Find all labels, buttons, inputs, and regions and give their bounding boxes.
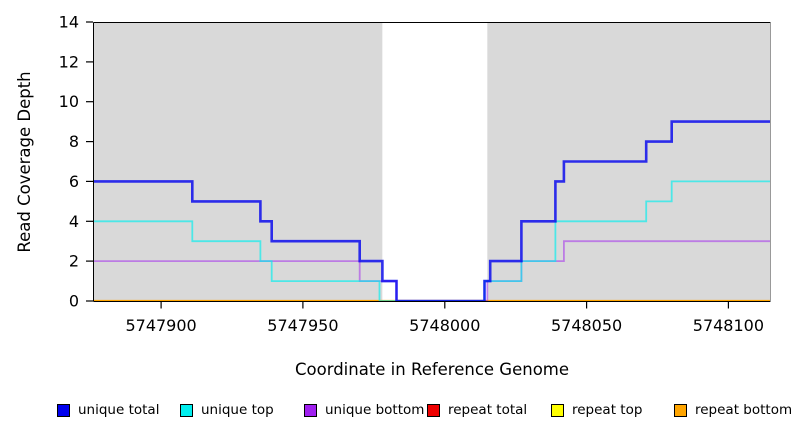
legend-swatch-repeat-top: [551, 403, 564, 417]
legend-swatch-unique-bottom: [304, 403, 317, 417]
plot-box: [93, 22, 771, 302]
highlight-band: [382, 22, 488, 301]
y-tick-label: 8: [69, 132, 79, 151]
x-tick-label: 5747950: [267, 316, 338, 335]
series-lines: [93, 120, 771, 301]
axis-tick-labels: 5747900 5747950 5748000 5748050 5748100 0 2 4 6 8…: [59, 13, 764, 336]
y-tick-label: 10: [59, 92, 79, 111]
legend-item-unique-bottom: unique bottom: [304, 400, 424, 420]
legend-label-repeat-total: repeat total: [448, 402, 528, 418]
legend-label-unique-top: unique top: [201, 402, 274, 418]
legend-item-unique-top: unique top: [180, 400, 274, 420]
x-tick-label: 5748050: [551, 316, 622, 335]
legend-item-unique-total: unique total: [57, 400, 159, 420]
legend-swatch-repeat-total: [427, 403, 440, 417]
legend-item-repeat-total: repeat total: [427, 400, 527, 420]
legend-swatch-unique-total: [57, 403, 70, 417]
y-tick-label: 12: [59, 52, 79, 71]
y-tick-label: 4: [69, 212, 79, 231]
series-line-unique-bottom: [93, 240, 771, 301]
x-tick-label: 5747900: [125, 316, 196, 335]
x-axis-title: Coordinate in Reference Genome: [295, 360, 569, 379]
y-tick-label: 2: [69, 252, 79, 271]
legend-label-repeat-top: repeat top: [572, 402, 643, 418]
legend-item-repeat-bottom: repeat bottom: [674, 400, 792, 420]
y-tick-label: 14: [59, 13, 79, 32]
axis-ticks: [86, 21, 730, 309]
x-tick-label: 5748000: [409, 316, 480, 335]
legend-label-unique-bottom: unique bottom: [325, 402, 425, 418]
y-tick-label: 0: [69, 292, 79, 311]
legend: unique total unique top unique bottom repea…: [57, 400, 792, 420]
legend-swatch-repeat-bottom: [674, 403, 687, 417]
legend-label-unique-total: unique total: [78, 402, 160, 418]
x-tick-label: 5748100: [693, 316, 764, 335]
legend-swatch-unique-top: [180, 403, 193, 417]
series-line-unique-total: [93, 120, 771, 301]
y-axis-title: Read Coverage Depth: [15, 71, 34, 252]
legend-label-repeat-bottom: repeat bottom: [695, 402, 792, 418]
legend-item-repeat-top: repeat top: [551, 400, 642, 420]
y-tick-label: 6: [69, 172, 79, 191]
